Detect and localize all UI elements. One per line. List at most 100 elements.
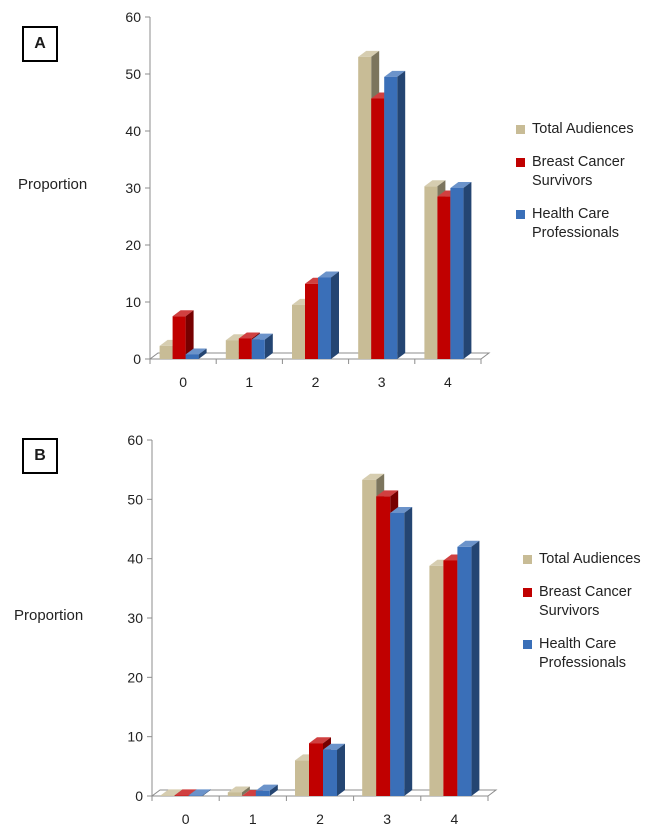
y-tick-label: 20 [125, 237, 141, 253]
bar-top [318, 271, 339, 278]
bar-side [404, 506, 413, 796]
bar-front [457, 546, 472, 796]
x-tick-label: 1 [245, 374, 253, 390]
panel-a-label: A [22, 26, 58, 62]
legend-label: Breast Cancer Survivors [539, 584, 632, 619]
bar-front [358, 56, 372, 360]
bar-top [174, 789, 197, 796]
bar [390, 506, 413, 796]
bar-front [251, 339, 265, 359]
bar [185, 348, 207, 359]
bar [450, 182, 472, 359]
y-tick-label: 40 [127, 551, 143, 567]
bar-top [450, 182, 472, 188]
bar-top [188, 789, 211, 796]
chart-b-y-axis-label: Proportion [14, 607, 84, 624]
legend-item-total-audiences: Total Audiences [516, 120, 652, 139]
bar-front [227, 792, 242, 796]
y-tick-label: 10 [127, 729, 143, 745]
panel-b-label: B [22, 438, 58, 474]
bar-side [202, 789, 211, 796]
bar-front [371, 98, 385, 359]
bar [255, 784, 278, 796]
bar-front [450, 188, 464, 359]
y-tick-label: 20 [127, 669, 143, 685]
bar-front [295, 760, 309, 796]
bar [251, 333, 273, 359]
bar-side [264, 333, 273, 359]
bar-top [323, 743, 345, 750]
bar-top [390, 506, 413, 513]
y-tick-label: 50 [125, 66, 141, 82]
bar-front [376, 496, 391, 796]
bar [457, 540, 480, 796]
bar-top [238, 332, 260, 339]
bar-front [443, 560, 458, 796]
chart-a-y-axis-label: Proportion [18, 176, 88, 193]
y-tick-label: 40 [125, 123, 141, 139]
x-tick-label: 4 [444, 374, 452, 390]
bar-front [292, 304, 305, 359]
bar [384, 70, 406, 359]
bar-top [185, 348, 207, 355]
legend-label: Health Care Professionals [532, 206, 620, 241]
x-tick-label: 2 [316, 811, 324, 827]
x-tick-label: 3 [378, 374, 386, 390]
bar-side [337, 743, 345, 796]
y-tick-label: 30 [125, 180, 141, 196]
bar-side [185, 310, 194, 359]
bar-front [238, 338, 252, 359]
x-tick-label: 1 [249, 811, 257, 827]
legend-item-breast-cancer-survivors: Breast Cancer Survivors [516, 153, 642, 191]
bar-front [384, 76, 398, 359]
legend-swatch-breast-cancer-survivors [523, 588, 532, 597]
chart-b-legend: Total Audiences Breast Cancer Survivors … [523, 550, 659, 673]
bar-top [309, 737, 331, 744]
bar-side [397, 70, 406, 359]
bar [188, 789, 211, 796]
legend-label: Breast Cancer Survivors [532, 154, 625, 189]
bar-top [362, 473, 385, 480]
bar-top [225, 334, 247, 341]
x-tick-label: 0 [182, 811, 190, 827]
panel-b: 0 10 20 30 40 50 60 0 1 2 3 4 B Proportion Total Au… [0, 414, 669, 828]
bar-front [318, 277, 331, 359]
bar-top [376, 490, 399, 497]
bar-top [172, 310, 194, 317]
bar-top [457, 540, 480, 547]
chart-a-plot: 0 10 20 30 40 50 60 0 1 2 3 4 [125, 9, 491, 390]
bar-front [309, 743, 323, 796]
bar-front [188, 795, 203, 796]
bar-front [323, 749, 337, 796]
bar-top [227, 786, 250, 793]
y-tick-label: 0 [135, 788, 143, 804]
bar-top [160, 789, 183, 796]
bar-side [198, 348, 207, 359]
bar-front [160, 795, 175, 796]
legend-swatch-total-audiences [523, 555, 532, 564]
chart-b-plot: 0 10 20 30 40 50 60 0 1 2 3 4 [127, 432, 498, 827]
bar [318, 271, 339, 359]
legend-item-health-care-professionals: Health Care Professionals [516, 205, 652, 243]
y-tick-label: 30 [127, 610, 143, 626]
y-tick-label: 60 [127, 432, 143, 448]
bar-side [269, 784, 278, 796]
bar-top [255, 784, 278, 791]
bar-top [251, 333, 273, 340]
y-tick-label: 0 [133, 351, 141, 367]
legend-item-breast-cancer-survivors: Breast Cancer Survivors [523, 583, 649, 621]
bar [227, 786, 250, 796]
bar-front [255, 790, 270, 796]
bar-front [429, 565, 444, 796]
bar-front [305, 283, 318, 359]
bar-front [390, 512, 405, 796]
legend-item-total-audiences: Total Audiences [523, 550, 659, 569]
bar-top [424, 180, 446, 187]
x-tick-label: 2 [312, 374, 320, 390]
legend-item-health-care-professionals: Health Care Professionals [523, 635, 659, 673]
y-tick-label: 60 [125, 9, 141, 25]
bar-side [241, 786, 250, 796]
bar-front [159, 345, 173, 359]
bar-front [424, 186, 438, 359]
